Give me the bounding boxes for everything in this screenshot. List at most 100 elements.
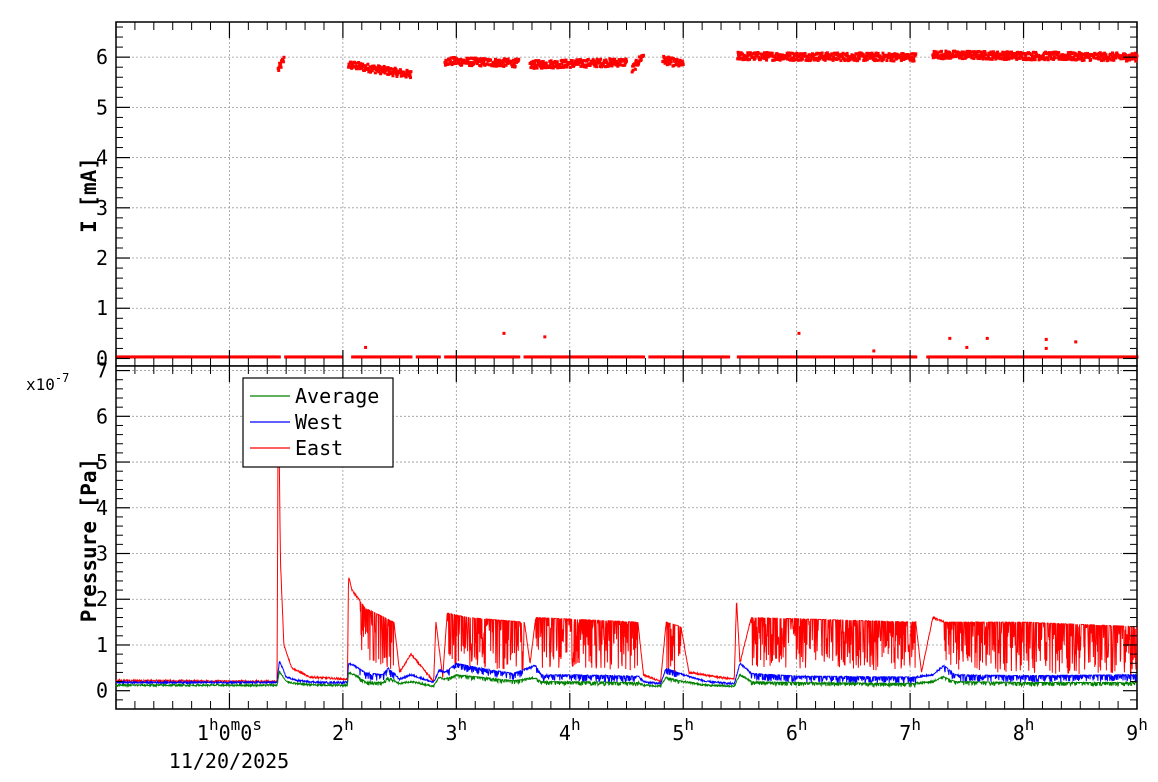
current-point <box>814 56 818 60</box>
current-point <box>1014 54 1018 58</box>
current-point <box>846 54 850 58</box>
current-point <box>673 58 677 62</box>
current-point <box>493 57 497 61</box>
pressure-axes: 0 1 2 3 4 5 6 7 <box>96 359 1138 710</box>
current-ytick-label: 5 <box>96 95 108 119</box>
current-point <box>529 66 533 70</box>
current-point <box>864 54 868 58</box>
current-point <box>968 51 972 55</box>
current-point <box>997 54 1001 58</box>
current-point <box>904 56 908 60</box>
current-point <box>848 58 852 62</box>
current-point <box>803 51 807 55</box>
current-point <box>1005 50 1009 54</box>
current-point <box>934 55 938 59</box>
time-tick-label: 6h <box>786 715 808 745</box>
current-point <box>846 56 850 60</box>
current-point <box>613 57 617 61</box>
current-point <box>1119 57 1123 61</box>
current-point <box>1087 55 1091 59</box>
current-point <box>1015 57 1019 61</box>
current-point <box>541 59 545 63</box>
current-point <box>890 52 894 56</box>
current-point <box>624 57 628 61</box>
current-point <box>1078 57 1082 61</box>
pressure-ytick-label: 1 <box>96 633 108 657</box>
current-point <box>532 61 536 65</box>
current-point <box>886 54 890 58</box>
current-point <box>584 65 588 69</box>
current-point <box>830 52 834 56</box>
current-point <box>975 52 979 56</box>
current-point <box>887 52 891 56</box>
current-point <box>487 63 491 67</box>
current-point <box>999 56 1003 60</box>
current-point <box>1032 54 1036 58</box>
current-point <box>464 61 468 65</box>
current-point <box>888 54 892 58</box>
current-point <box>577 61 581 65</box>
current-point <box>782 56 786 60</box>
time-tick-label: 3h <box>445 715 467 745</box>
current-point <box>504 63 508 67</box>
pressure-line-average <box>115 670 1137 689</box>
pressure-ytick-label: 6 <box>96 404 108 428</box>
current-point <box>383 71 387 75</box>
current-point <box>992 50 996 54</box>
current-point <box>395 74 399 78</box>
current-point <box>1030 55 1034 59</box>
current-outlier-point <box>543 335 547 339</box>
current-point <box>995 53 999 57</box>
current-point <box>616 64 620 68</box>
current-point <box>909 58 913 62</box>
current-point <box>354 61 358 65</box>
current-point <box>379 72 383 76</box>
legend-label-west: West <box>295 410 343 434</box>
current-point <box>942 54 946 58</box>
current-point <box>368 65 372 69</box>
current-point <box>856 54 860 58</box>
current-point <box>1046 58 1050 62</box>
current-point <box>948 51 952 55</box>
current-point <box>957 51 961 55</box>
current-point <box>853 57 857 61</box>
current-point <box>844 58 848 62</box>
current-point <box>614 63 618 67</box>
current-point <box>1050 57 1054 61</box>
current-point <box>823 55 827 59</box>
current-point <box>881 57 885 61</box>
current-point <box>542 61 546 65</box>
current-point <box>1076 53 1080 57</box>
current-point <box>1096 52 1100 56</box>
current-point <box>1124 53 1128 57</box>
current-point <box>622 58 626 62</box>
current-point <box>635 60 639 64</box>
current-point <box>833 51 837 55</box>
time-tick-label: 2h <box>332 715 354 745</box>
current-point <box>499 62 503 66</box>
current-point <box>944 49 948 53</box>
current-point <box>506 57 510 61</box>
current-point <box>794 53 798 57</box>
current-ytick-label: 6 <box>96 45 108 69</box>
current-point <box>907 53 911 57</box>
current-point <box>461 61 465 65</box>
current-point <box>853 55 857 59</box>
date-label: 11/20/2025 <box>169 749 289 773</box>
current-point <box>856 58 860 62</box>
current-point <box>581 62 585 66</box>
current-zero-marker <box>641 355 646 359</box>
current-point <box>1057 51 1061 55</box>
current-point <box>797 58 801 62</box>
legend-label-average: Average <box>295 384 379 408</box>
current-point <box>382 64 386 68</box>
current-point <box>358 67 362 71</box>
current-point <box>1128 58 1132 62</box>
current-point <box>504 59 508 63</box>
current-point <box>879 55 883 59</box>
current-point <box>1110 58 1114 62</box>
current-point <box>366 62 370 66</box>
current-point <box>1018 56 1022 60</box>
current-point <box>1010 50 1014 54</box>
current-point <box>668 62 672 66</box>
